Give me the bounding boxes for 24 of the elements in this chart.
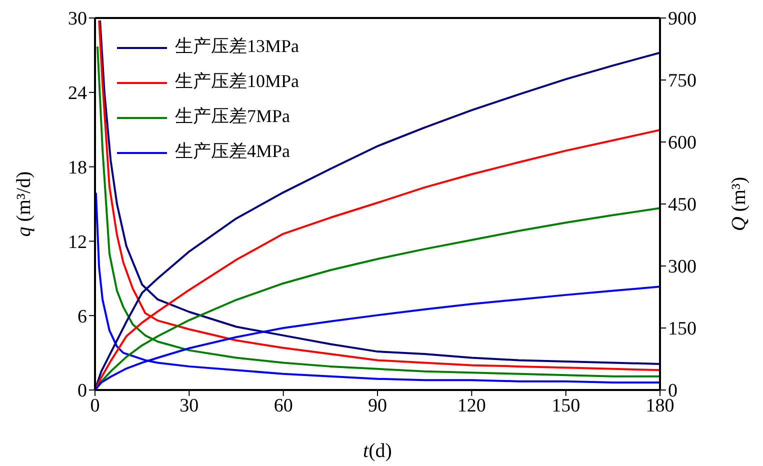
- x-tick-label: 120: [457, 395, 486, 416]
- y2-tick-label: 900: [668, 8, 696, 30]
- x-axis-title: t(d): [363, 440, 392, 462]
- x-tick-label: 90: [368, 395, 387, 416]
- y-tick-label: 30: [68, 8, 87, 30]
- x-tick-label: 30: [180, 395, 199, 416]
- y-tick-label: 12: [68, 232, 87, 253]
- y2-axis-title: Q (m³): [728, 176, 750, 232]
- y-tick-label: 6: [78, 306, 87, 328]
- legend-label: 生产压差7MPa: [175, 106, 290, 126]
- y2-tick-label: 150: [668, 318, 696, 340]
- x-tick-label: 150: [552, 395, 580, 416]
- x-tick-label: 60: [274, 395, 293, 416]
- legend-label: 生产压差13MPa: [175, 36, 300, 56]
- y2-tick-label: 750: [668, 70, 696, 92]
- y-tick-label: 18: [68, 158, 87, 179]
- y-tick-label: 0: [78, 380, 87, 402]
- y-axis-title: q (m³/d): [12, 171, 35, 237]
- y2-tick-label: 300: [668, 256, 696, 278]
- legend-label: 生产压差4MPa: [175, 141, 290, 162]
- y-tick-label: 24: [68, 83, 88, 104]
- legend-label: 生产压差10MPa: [175, 71, 300, 92]
- y2-tick-label: 600: [668, 132, 696, 154]
- y2-tick-label: 450: [668, 194, 696, 216]
